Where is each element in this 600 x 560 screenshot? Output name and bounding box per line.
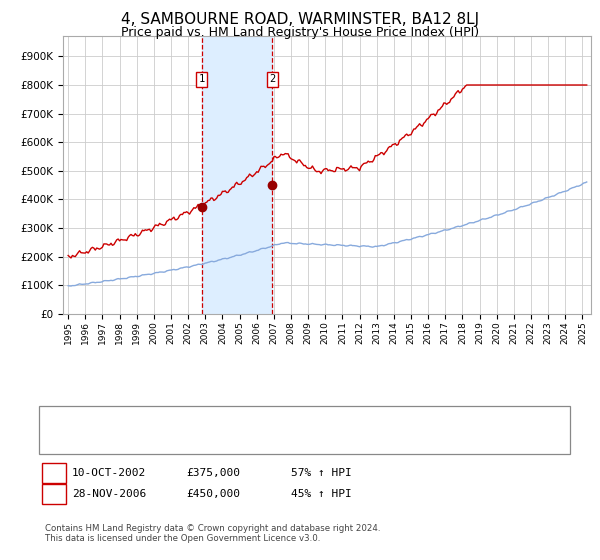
Text: 4, SAMBOURNE ROAD, WARMINSTER, BA12 8LJ (detached house): 4, SAMBOURNE ROAD, WARMINSTER, BA12 8LJ …: [85, 416, 424, 426]
Bar: [202, 36, 272, 314]
Text: £375,000: £375,000: [186, 468, 240, 478]
Text: 57% ↑ HPI: 57% ↑ HPI: [291, 468, 352, 478]
Text: Contains HM Land Registry data © Crown copyright and database right 2024.
This d: Contains HM Land Registry data © Crown c…: [45, 524, 380, 543]
Text: 2: 2: [50, 489, 58, 499]
Text: HPI: Average price, detached house, Wiltshire: HPI: Average price, detached house, Wilt…: [85, 434, 324, 444]
Text: 1: 1: [199, 74, 205, 85]
Text: 45% ↑ HPI: 45% ↑ HPI: [291, 489, 352, 499]
Text: 2: 2: [269, 74, 275, 85]
Text: 1: 1: [50, 468, 58, 478]
Text: 10-OCT-2002: 10-OCT-2002: [72, 468, 146, 478]
Text: 28-NOV-2006: 28-NOV-2006: [72, 489, 146, 499]
Text: £450,000: £450,000: [186, 489, 240, 499]
Text: 4, SAMBOURNE ROAD, WARMINSTER, BA12 8LJ: 4, SAMBOURNE ROAD, WARMINSTER, BA12 8LJ: [121, 12, 479, 27]
Text: Price paid vs. HM Land Registry's House Price Index (HPI): Price paid vs. HM Land Registry's House …: [121, 26, 479, 39]
